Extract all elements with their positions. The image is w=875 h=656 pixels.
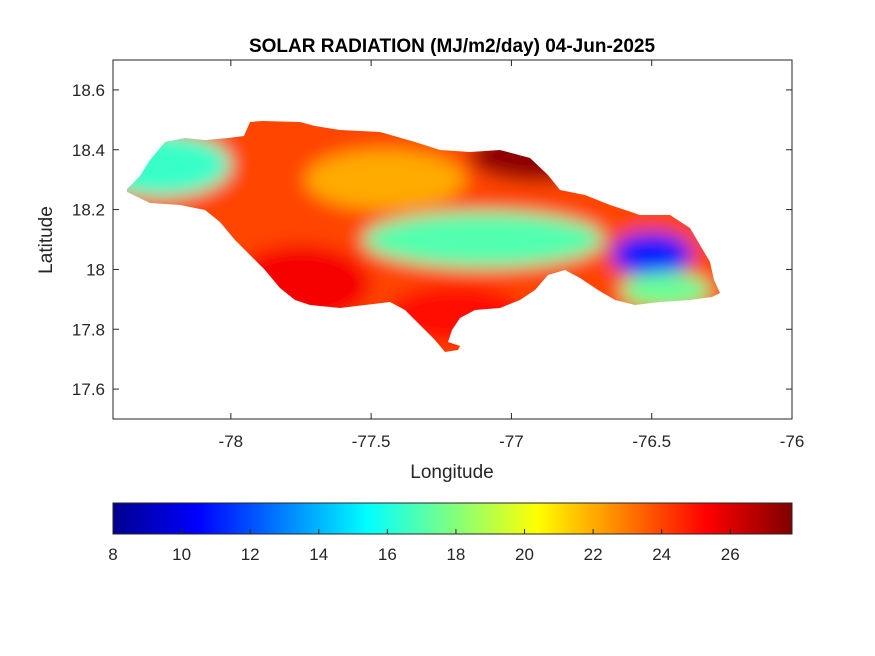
y-tick-label: 17.6: [72, 380, 105, 399]
y-axis-label: Latitude: [36, 206, 57, 274]
colorbar-tick-label: 16: [378, 545, 397, 564]
x-tick-label: -76.5: [632, 432, 671, 451]
colorbar-tick-label: 12: [241, 545, 260, 564]
x-axis-label: Longitude: [410, 462, 493, 483]
colorbar: [112, 502, 793, 535]
colorbar-tick-label: 26: [721, 545, 740, 564]
y-axis: 18.6 18.4 18.2 18 17.8 17.6: [72, 81, 792, 399]
heatmap-region-central-valley: [363, 211, 604, 268]
colorbar-tick-label: 22: [584, 545, 603, 564]
heatmap-region-southeast: [620, 272, 711, 309]
y-tick-label: 17.8: [72, 320, 105, 339]
colorbar-tick-label: 24: [652, 545, 671, 564]
y-tick-label: 18.6: [72, 81, 105, 100]
chart-title: SOLAR RADIATION (MJ/m2/day) 04-Jun-2025: [249, 36, 656, 57]
heatmap-region-east-low: [611, 232, 692, 277]
colorbar-ticks: 8 10 12 14 16 18 20 22 24 26: [108, 529, 740, 564]
x-tick-label: -78: [219, 432, 244, 451]
colorbar-tick-label: 8: [108, 545, 117, 564]
colorbar-tick-label: 10: [172, 545, 191, 564]
x-axis: -78 -77.5 -77 -76.5 -76: [219, 60, 805, 451]
colorbar-tick-label: 20: [515, 545, 534, 564]
colorbar-tick-label: 18: [446, 545, 465, 564]
y-tick-label: 18.4: [72, 141, 105, 160]
y-tick-label: 18: [86, 260, 105, 279]
x-tick-label: -77: [499, 432, 524, 451]
x-tick-label: -77.5: [352, 432, 391, 451]
colorbar-tick-label: 14: [309, 545, 328, 564]
y-tick-label: 18.2: [72, 201, 105, 220]
x-tick-label: -76: [780, 432, 805, 451]
heatmap-region-north-central: [305, 149, 466, 210]
heatmap-region-west-coast: [127, 132, 231, 197]
